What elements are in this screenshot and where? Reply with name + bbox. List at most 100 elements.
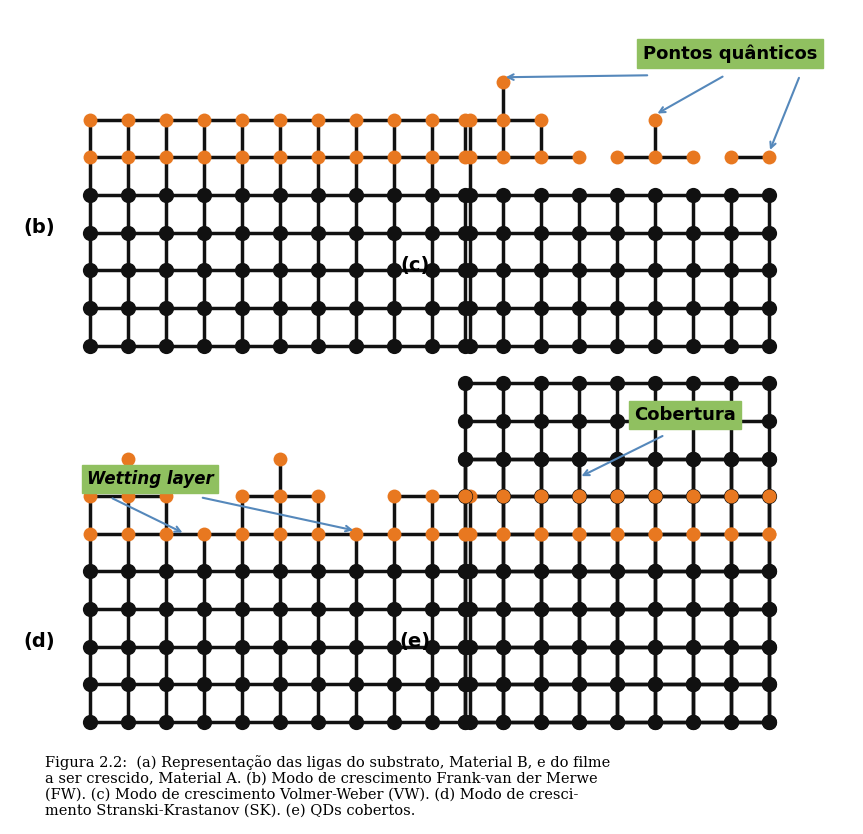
Point — [686, 565, 700, 578]
Point — [686, 377, 700, 390]
Point — [425, 339, 439, 352]
Point — [534, 527, 548, 540]
Point — [350, 678, 363, 691]
Point — [387, 602, 401, 615]
Point — [762, 602, 776, 615]
Point — [197, 339, 211, 352]
Point — [534, 602, 548, 615]
Point — [572, 602, 586, 615]
Point — [463, 301, 477, 314]
Point — [496, 301, 510, 314]
Point — [534, 602, 548, 615]
Point — [235, 490, 249, 503]
Point — [648, 565, 662, 578]
Point — [610, 301, 624, 314]
Point — [496, 602, 510, 615]
Point — [458, 452, 472, 465]
Point — [724, 527, 738, 540]
Point — [83, 339, 97, 352]
Point — [458, 527, 472, 540]
Point — [610, 188, 624, 202]
Point — [425, 678, 439, 691]
Point — [159, 527, 173, 540]
Point — [425, 151, 439, 164]
Point — [610, 565, 624, 578]
Point — [235, 602, 249, 615]
Point — [648, 678, 662, 691]
Point — [534, 301, 548, 314]
Point — [159, 640, 173, 653]
Point — [311, 226, 324, 239]
Point — [121, 490, 135, 503]
Point — [610, 716, 624, 729]
Point — [610, 602, 624, 615]
Point — [159, 113, 173, 127]
Point — [762, 527, 776, 540]
Text: (c): (c) — [400, 256, 430, 275]
Point — [458, 678, 472, 691]
Point — [724, 716, 738, 729]
Point — [159, 301, 173, 314]
Point — [311, 490, 324, 503]
Point — [496, 113, 510, 127]
Point — [458, 377, 472, 390]
Point — [610, 452, 624, 465]
Point — [159, 339, 173, 352]
Point — [534, 377, 548, 390]
Point — [534, 527, 548, 540]
Point — [458, 226, 472, 239]
Point — [648, 490, 662, 503]
Point — [121, 339, 135, 352]
Point — [686, 640, 700, 653]
Point — [83, 151, 97, 164]
Point — [610, 716, 624, 729]
Point — [686, 678, 700, 691]
Point — [496, 716, 510, 729]
Point — [273, 565, 287, 578]
Point — [762, 640, 776, 653]
Point — [235, 339, 249, 352]
Point — [197, 716, 211, 729]
Point — [610, 640, 624, 653]
Point — [648, 602, 662, 615]
Point — [311, 640, 324, 653]
Point — [159, 264, 173, 277]
Point — [197, 301, 211, 314]
Point — [121, 565, 135, 578]
Point — [762, 188, 776, 202]
Point — [496, 716, 510, 729]
Point — [496, 565, 510, 578]
Point — [463, 678, 477, 691]
Point — [724, 565, 738, 578]
Point — [686, 602, 700, 615]
Point — [350, 151, 363, 164]
Point — [648, 716, 662, 729]
Point — [572, 716, 586, 729]
Point — [648, 339, 662, 352]
Point — [762, 565, 776, 578]
Point — [762, 301, 776, 314]
Point — [350, 226, 363, 239]
Point — [463, 527, 477, 540]
Point — [572, 226, 586, 239]
Point — [458, 527, 472, 540]
Point — [724, 377, 738, 390]
Point — [121, 640, 135, 653]
Point — [121, 716, 135, 729]
Point — [496, 678, 510, 691]
Text: Figura 2.2:  (a) Representação das ligas do substrato, Material B, e do filme
a : Figura 2.2: (a) Representação das ligas … — [45, 755, 610, 818]
Point — [686, 339, 700, 352]
Point — [387, 640, 401, 653]
Point — [572, 602, 586, 615]
Point — [496, 602, 510, 615]
Point — [159, 565, 173, 578]
Point — [648, 490, 662, 503]
Point — [572, 188, 586, 202]
Point — [572, 452, 586, 465]
Point — [350, 716, 363, 729]
Point — [762, 565, 776, 578]
Point — [762, 339, 776, 352]
Point — [572, 452, 586, 465]
Point — [273, 301, 287, 314]
Point — [425, 490, 439, 503]
